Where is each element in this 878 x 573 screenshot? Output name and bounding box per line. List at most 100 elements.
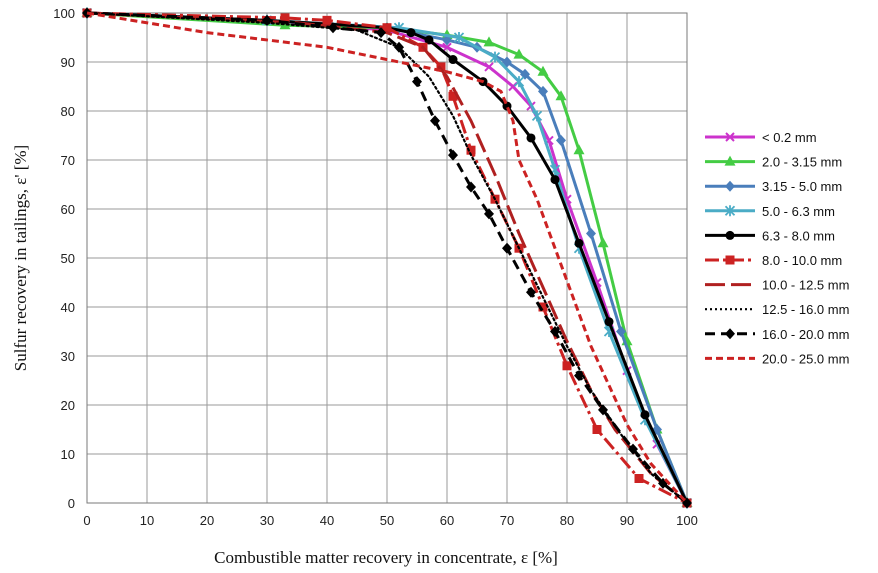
data-point <box>442 42 452 53</box>
data-point <box>562 361 572 371</box>
data-point <box>616 326 626 337</box>
y-tick-label: 90 <box>61 55 75 70</box>
x-axis-title: Combustible matter recovery in concentra… <box>214 548 558 567</box>
data-point <box>513 48 525 59</box>
series-line <box>86 11 688 505</box>
y-tick-label: 20 <box>61 398 75 413</box>
data-point <box>628 443 638 455</box>
legend-entry: < 0.2 mm <box>705 130 817 145</box>
series-7 <box>85 11 689 505</box>
data-point <box>604 317 614 327</box>
legend-label: 20.0 - 25.0 mm <box>762 351 849 366</box>
y-tick-label: 100 <box>53 6 75 21</box>
data-point <box>634 474 644 483</box>
legend-marker <box>725 328 735 340</box>
y-tick-label: 50 <box>61 251 75 266</box>
data-point <box>537 65 549 76</box>
y-tick-label: 0 <box>68 496 75 511</box>
data-point <box>328 22 338 34</box>
legend-entry: 5.0 - 6.3 mm <box>705 204 835 219</box>
data-point <box>430 115 440 127</box>
x-tick-label: 90 <box>620 513 634 528</box>
legend-marker <box>724 155 736 166</box>
data-point <box>597 237 609 248</box>
series-9 <box>86 11 689 505</box>
legend-marker <box>725 132 735 142</box>
data-point <box>538 85 548 97</box>
data-point <box>406 28 416 38</box>
data-point <box>394 41 404 53</box>
data-point <box>280 13 290 23</box>
data-point <box>598 404 608 416</box>
data-point <box>448 149 458 161</box>
x-tick-label: 100 <box>676 513 698 528</box>
data-point <box>436 62 446 72</box>
x-tick-label: 60 <box>440 513 454 528</box>
data-point <box>574 370 584 382</box>
y-tick-label: 60 <box>61 202 75 217</box>
x-tick-label: 80 <box>560 513 574 528</box>
x-tick-label: 70 <box>500 513 514 528</box>
data-point <box>550 175 560 185</box>
legend-marker <box>725 255 735 265</box>
legend-entry: 10.0 - 12.5 mm <box>705 278 849 293</box>
legend: < 0.2 mm 2.0 - 3.15 mm 3.15 - 5.0 mm 5.0 - … <box>705 130 849 366</box>
series-line <box>85 11 689 505</box>
series-6 <box>86 11 688 505</box>
data-point <box>550 326 560 337</box>
data-point <box>262 14 272 26</box>
data-point <box>526 133 536 143</box>
legend-entry: 6.3 - 8.0 mm <box>705 228 835 243</box>
data-point <box>412 76 422 88</box>
series-line <box>86 11 689 505</box>
data-point <box>526 286 536 298</box>
data-point <box>424 35 434 45</box>
data-point <box>489 51 501 63</box>
data-point <box>556 134 566 146</box>
legend-label: 3.15 - 5.0 mm <box>762 179 842 194</box>
data-point <box>573 144 585 155</box>
y-axis-title: Sulfur recovery in tailings, ε' [%] <box>11 145 30 371</box>
legend-label: 6.3 - 8.0 mm <box>762 228 835 243</box>
data-point <box>513 76 525 88</box>
data-point <box>538 302 548 312</box>
legend-label: 5.0 - 6.3 mm <box>762 204 835 219</box>
y-tick-label: 80 <box>61 104 75 119</box>
data-point <box>484 62 494 72</box>
x-tick-label: 40 <box>320 513 334 528</box>
data-point <box>555 90 567 101</box>
data-point <box>484 208 494 220</box>
data-point <box>502 242 512 254</box>
legend-label: 16.0 - 20.0 mm <box>762 327 849 342</box>
x-tick-label: 20 <box>200 513 214 528</box>
legend-entry: 16.0 - 20.0 mm <box>705 327 849 342</box>
legend-marker <box>725 230 735 240</box>
tick-labels: 0 10 20 30 40 50 60 70 80 90 100 0 10 20 30 40 50 60 70 80 9… <box>53 6 698 528</box>
x-tick-label: 50 <box>380 513 394 528</box>
legend-label: 2.0 - 3.15 mm <box>762 155 842 170</box>
data-point <box>448 91 458 101</box>
legend-label: 8.0 - 10.0 mm <box>762 253 842 268</box>
plot-area-border <box>86 12 688 504</box>
legend-label: 10.0 - 12.5 mm <box>762 278 849 293</box>
data-point <box>574 238 584 248</box>
data-point <box>453 32 465 43</box>
data-point <box>640 410 650 420</box>
legend-entry: 2.0 - 3.15 mm <box>705 155 842 170</box>
data-point <box>376 27 386 39</box>
legend-label: < 0.2 mm <box>762 130 817 145</box>
legend-label: 12.5 - 16.0 mm <box>762 302 849 317</box>
series-line <box>86 11 688 505</box>
y-tick-label: 30 <box>61 349 75 364</box>
data-point <box>382 23 392 33</box>
data-point <box>592 425 602 434</box>
data-point <box>279 19 291 30</box>
y-tick-label: 10 <box>61 447 75 462</box>
legend-entry: 12.5 - 16.0 mm <box>705 302 849 317</box>
series-group <box>81 7 693 509</box>
y-tick-label: 40 <box>61 300 75 315</box>
legend-marker <box>725 180 735 192</box>
data-point <box>586 228 596 239</box>
